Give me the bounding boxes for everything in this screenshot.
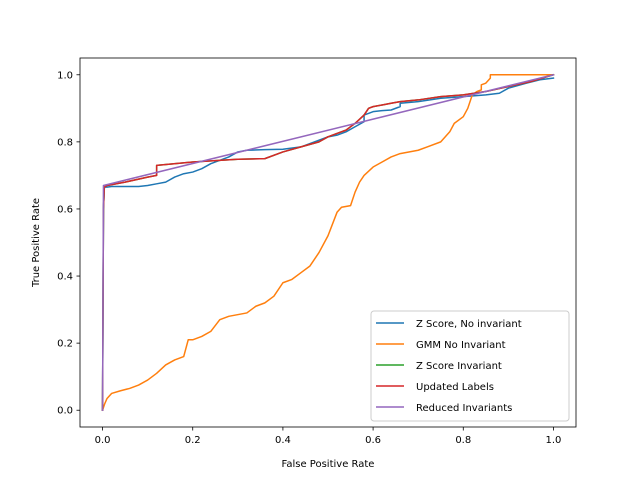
x-tick-label: 0.2 bbox=[185, 435, 201, 446]
y-tick-label: 0.6 bbox=[57, 204, 73, 215]
y-axis-label: True Positive Rate bbox=[31, 198, 42, 288]
legend: Z Score, No invariant GMM No Invariant Z S… bbox=[370, 310, 570, 422]
legend-box bbox=[370, 310, 570, 422]
x-tick-label: 0.6 bbox=[365, 435, 381, 446]
series-line-4 bbox=[101, 73, 555, 411]
y-tick-label: 0.2 bbox=[57, 339, 73, 350]
x-tick-label: 1.0 bbox=[546, 435, 562, 446]
plot-frame bbox=[79, 57, 577, 428]
y-tick-label: 0.4 bbox=[57, 272, 73, 283]
legend-label-5: Reduced Invariants bbox=[416, 403, 512, 414]
x-axis-label: False Positive Rate bbox=[282, 459, 375, 470]
legend-label-4: Updated Labels bbox=[416, 382, 494, 393]
legend-label-3: Z Score Invariant bbox=[416, 361, 502, 372]
y-axis-ticks: 0.0 0.2 0.4 0.6 0.8 1.0 bbox=[57, 70, 80, 417]
x-axis-ticks: 0.0 0.2 0.4 0.6 0.8 1.0 bbox=[95, 427, 562, 446]
y-tick-label: 0.8 bbox=[57, 137, 73, 148]
y-tick-label: 0.0 bbox=[57, 406, 73, 417]
x-tick-label: 0.8 bbox=[455, 435, 471, 446]
legend-label-2: GMM No Invariant bbox=[416, 340, 506, 351]
series-line-5 bbox=[101, 73, 555, 411]
x-tick-label: 0.4 bbox=[275, 435, 291, 446]
legend-items: Z Score, No invariant GMM No Invariant Z S… bbox=[376, 319, 522, 414]
y-tick-label: 1.0 bbox=[57, 70, 73, 81]
series-layer bbox=[101, 73, 555, 412]
legend-label-1: Z Score, No invariant bbox=[416, 319, 522, 330]
x-tick-label: 0.0 bbox=[95, 435, 111, 446]
